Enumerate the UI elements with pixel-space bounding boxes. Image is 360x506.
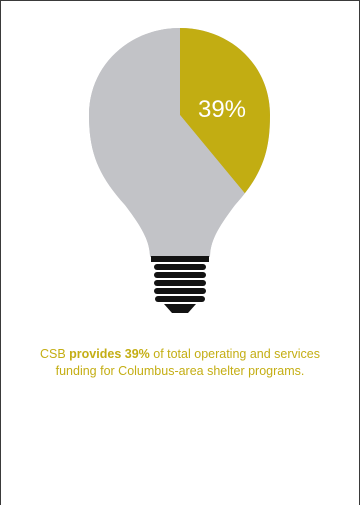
- base-thread-5: [155, 296, 205, 302]
- pie-slice-1: [0, 0, 360, 330]
- caption-rest: of total operating and services funding …: [55, 347, 321, 378]
- lightbulb-pie-chart: 39%: [0, 0, 360, 330]
- base-thread-2: [154, 272, 206, 278]
- base-thread-4: [154, 288, 206, 294]
- base-collar: [151, 256, 209, 262]
- caption-subject: CSB: [39, 347, 70, 361]
- base-thread-1: [154, 264, 206, 270]
- base-thread-3: [154, 280, 206, 286]
- bulb-screw-base: [151, 256, 209, 313]
- pie-data-label: 39%: [198, 96, 246, 123]
- caption-emphasis: provides 39%: [69, 347, 150, 361]
- pie-slices: [0, 0, 360, 330]
- caption: CSB provides 39% of total operating and …: [24, 346, 336, 380]
- base-tip: [164, 304, 196, 313]
